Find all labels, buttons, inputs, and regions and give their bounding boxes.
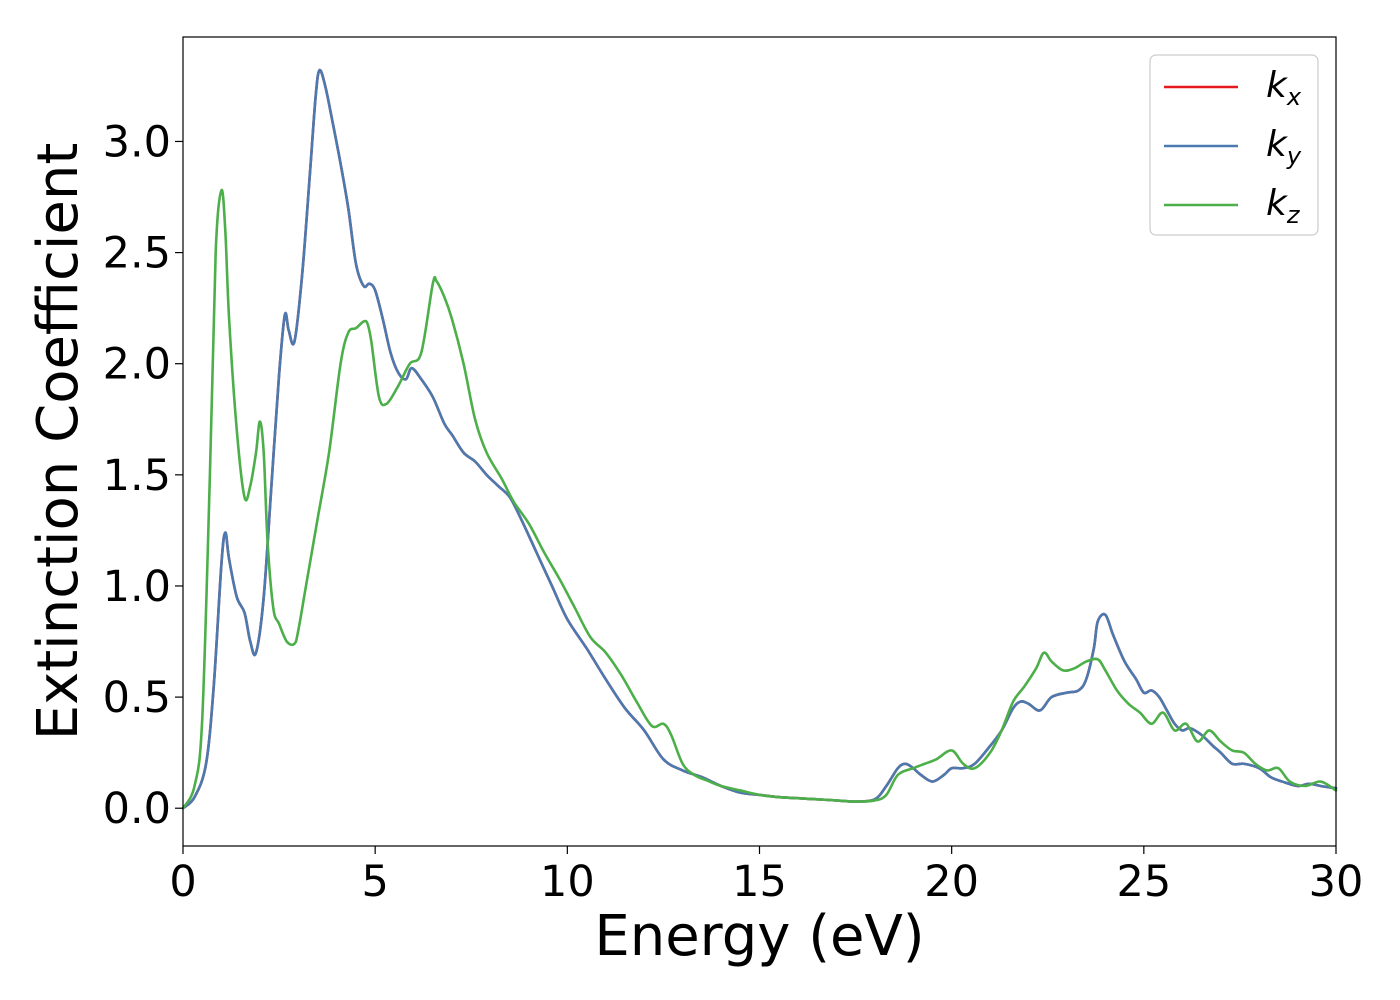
legend-subscript: x [1286, 83, 1302, 111]
y-axis: 0.0 0.5 1.0 1.5 2.0 2.5 3.0 [103, 117, 183, 834]
x-tick-label: 10 [540, 857, 595, 907]
x-axis-title: Energy (eV) [594, 904, 924, 969]
y-tick-label: 2.5 [103, 229, 171, 279]
x-tick-label: 25 [1116, 857, 1171, 907]
y-tick-label: 0.5 [103, 673, 171, 723]
series-layer [181, 68, 1338, 810]
x-tick-label: 30 [1309, 857, 1364, 907]
y-tick-label: 2.0 [103, 340, 171, 390]
x-axis: 0 5 10 15 20 25 30 [169, 846, 1363, 907]
x-tick-label: 0 [169, 857, 196, 907]
series-line-kz [181, 188, 1338, 810]
legend-subscript: z [1286, 201, 1301, 229]
x-tick-label: 20 [924, 857, 979, 907]
y-tick-label: 1.0 [103, 562, 171, 612]
x-tick-label: 5 [361, 857, 388, 907]
y-tick-label: 1.5 [103, 451, 171, 501]
x-tick-label: 15 [732, 857, 787, 907]
y-tick-label: 3.0 [103, 117, 171, 167]
y-tick-label: 0.0 [103, 784, 171, 834]
legend-subscript: y [1286, 142, 1302, 170]
y-axis-title: Extinction Coefficient [26, 143, 91, 741]
